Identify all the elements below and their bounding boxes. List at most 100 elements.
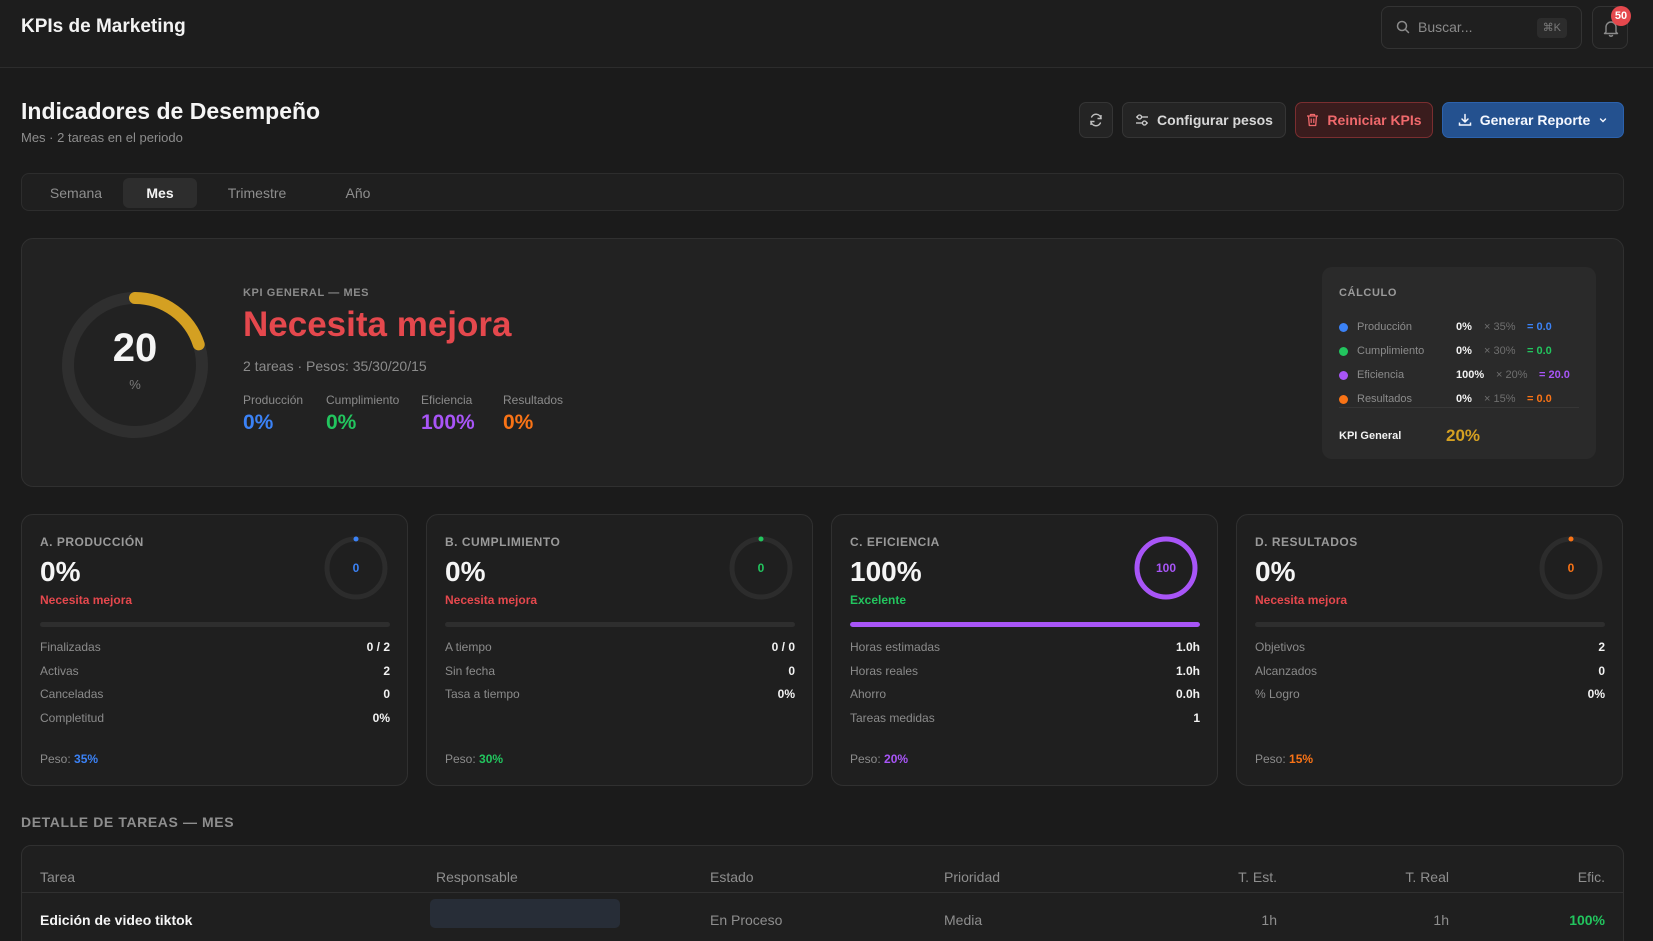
top-bar: KPIs de Marketing Buscar... ⌘K 50 — [0, 0, 1653, 68]
calc-weight: × 35% — [1484, 321, 1516, 333]
column-header-prioridad[interactable]: Prioridad — [944, 869, 1001, 885]
responsable-selector[interactable] — [430, 899, 620, 928]
weight-value: 20% — [884, 752, 909, 766]
reset-kpis-button[interactable]: Reiniciar KPIs — [1295, 102, 1433, 138]
calc-weight: × 30% — [1484, 345, 1516, 357]
calc-weight: × 15% — [1484, 393, 1516, 405]
metric-label: Resultados — [503, 393, 564, 407]
calc-result: = 0.0 — [1527, 345, 1552, 357]
card-row: Activas 2 — [40, 664, 390, 680]
column-header-efic[interactable]: Efic. — [1577, 869, 1605, 885]
kpi-general-gauge-arc — [62, 292, 208, 438]
row-label: Sin fecha — [445, 664, 496, 678]
tasks-section-title: DETALLE DE TAREAS — MES — [21, 814, 235, 830]
card-progress-fill — [850, 622, 1200, 627]
notifications-button[interactable] — [1592, 6, 1628, 49]
card-eficiencia: C. EFICIENCIA 100% Excelente 100 Horas e… — [831, 514, 1218, 786]
row-label: A tiempo — [445, 640, 492, 654]
row-label: Activas — [40, 664, 79, 678]
card-status: Necesita mejora — [445, 593, 538, 607]
row-label: Completitud — [40, 711, 105, 725]
tab-semana[interactable]: Semana — [49, 185, 103, 201]
metric-label: Eficiencia — [421, 393, 473, 407]
refresh-icon — [1090, 113, 1102, 127]
card-title: D. RESULTADOS — [1255, 535, 1358, 549]
column-header-estado[interactable]: Estado — [710, 869, 754, 885]
card-row: Tareas medidas 1 — [850, 711, 1200, 727]
metric-value: 0% — [503, 411, 534, 434]
card-produccion: A. PRODUCCIÓN 0% Necesita mejora 0 Final… — [21, 514, 408, 786]
configure-weights-label: Configurar pesos — [1157, 112, 1273, 128]
calc-value: 100% — [1456, 369, 1485, 381]
calc-value: 0% — [1456, 321, 1472, 333]
configure-weights-button[interactable]: Configurar pesos — [1122, 102, 1286, 138]
card-status: Necesita mejora — [40, 593, 133, 607]
tab-trimestre[interactable]: Trimestre — [227, 185, 287, 201]
card-weight: Peso: 15% — [1255, 752, 1313, 766]
column-header-t-est[interactable]: T. Est. — [1238, 869, 1277, 885]
card-progress-bar — [40, 622, 390, 627]
row-value: 2 — [383, 664, 390, 678]
generate-report-button[interactable]: Generar Reporte — [1442, 102, 1624, 138]
calculation-title: CÁLCULO — [1339, 287, 1397, 299]
row-label: Horas estimadas — [850, 640, 941, 654]
calc-label: Producción — [1357, 321, 1413, 333]
calc-row-cumplimiento: Cumplimiento 0% × 30% = 0.0 — [1339, 344, 1579, 360]
row-label: Objetivos — [1255, 640, 1306, 654]
card-row: Objetivos 2 — [1255, 640, 1605, 656]
task-status: En Proceso — [710, 912, 783, 928]
kpi-general-unit: % — [129, 377, 141, 392]
calc-row-resultados: Resultados 0% × 15% = 0.0 — [1339, 392, 1579, 408]
calc-result: = 20.0 — [1539, 369, 1570, 381]
tab-mes[interactable]: Mes — [123, 178, 197, 208]
column-header-responsable[interactable]: Responsable — [436, 869, 518, 885]
calc-value: 0% — [1456, 393, 1472, 405]
trash-icon — [1307, 113, 1319, 127]
card-value: 0% — [40, 556, 81, 587]
generate-report-label: Generar Reporte — [1479, 112, 1591, 128]
card-weight: Peso: 20% — [850, 752, 908, 766]
card-ring — [1539, 536, 1603, 600]
card-weight: Peso: 35% — [40, 752, 98, 766]
task-efficiency: 100% — [1569, 912, 1605, 928]
search-input[interactable]: Buscar... ⌘K — [1381, 6, 1582, 49]
card-ring-value: 0 — [352, 561, 360, 575]
calc-result: = 0.0 — [1527, 393, 1552, 405]
card-row: Horas estimadas 1.0h — [850, 640, 1200, 656]
metric-cumplimiento: Cumplimiento 0% — [326, 393, 399, 435]
row-value: 0 / 0 — [771, 640, 795, 654]
kpi-general-status: Necesita mejora — [243, 305, 512, 344]
app-title: KPIs de Marketing — [21, 16, 186, 37]
row-value: 0 — [788, 664, 795, 678]
card-ring-value: 100 — [1155, 561, 1177, 575]
row-label: Finalizadas — [40, 640, 101, 654]
row-value: 1.0h — [1175, 640, 1200, 654]
table-header-divider — [22, 892, 1623, 893]
card-status: Excelente — [850, 593, 907, 607]
card-cumplimiento: B. CUMPLIMIENTO 0% Necesita mejora 0 A t… — [426, 514, 813, 786]
tab-ano[interactable]: Año — [345, 185, 371, 201]
calc-label: Eficiencia — [1357, 369, 1405, 381]
card-row: Ahorro 0.0h — [850, 687, 1200, 703]
metric-produccion: Producción 0% — [243, 393, 303, 435]
card-title: A. PRODUCCIÓN — [40, 535, 144, 549]
card-row: A tiempo 0 / 0 — [445, 640, 795, 656]
card-ring — [1134, 536, 1198, 600]
refresh-button[interactable] — [1079, 102, 1113, 138]
card-title: C. EFICIENCIA — [850, 535, 940, 549]
kpi-general-value: 20 — [112, 326, 158, 370]
card-row: Horas reales 1.0h — [850, 664, 1200, 680]
kpi-general-meta: 2 tareas · Pesos: 35/30/20/15 — [243, 358, 427, 374]
calc-result: = 0.0 — [1527, 321, 1552, 333]
column-header-t-real[interactable]: T. Real — [1405, 869, 1449, 885]
page-subtitle: Mes · 2 tareas en el periodo — [21, 130, 183, 145]
column-header-tarea[interactable]: Tarea — [40, 869, 76, 885]
weight-label: Peso: — [445, 752, 476, 766]
row-label: Tasa a tiempo — [445, 687, 520, 701]
download-icon — [1458, 113, 1471, 126]
card-ring — [729, 536, 793, 600]
card-row: Finalizadas 0 / 2 — [40, 640, 390, 656]
dot-icon — [1339, 395, 1348, 404]
notifications-badge: 50 — [1611, 6, 1631, 26]
calc-value: 0% — [1456, 345, 1472, 357]
